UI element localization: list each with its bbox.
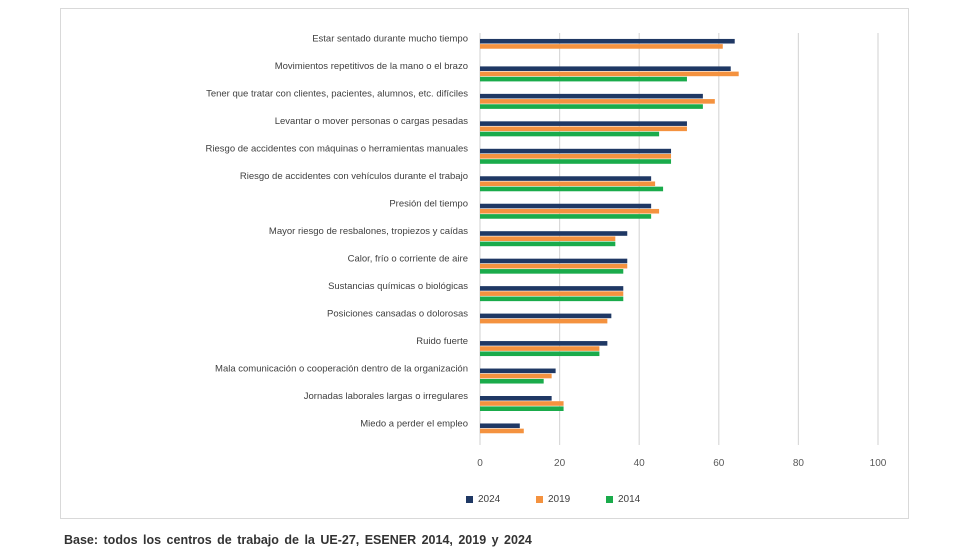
- category-label: Jornadas laborales largas o irregulares: [304, 391, 468, 402]
- bar-2019: [480, 99, 715, 104]
- bar-2014: [480, 351, 600, 357]
- bar-2019: [480, 318, 608, 324]
- bar-2014: [480, 241, 616, 247]
- category-label: Levantar o mover personas o cargas pesad…: [275, 116, 469, 127]
- x-tick-label: 20: [554, 458, 566, 469]
- category-label: Mayor riesgo de resbalones, tropiezos y …: [269, 226, 468, 237]
- bar-2014: [480, 131, 660, 137]
- bar-2019: [480, 346, 600, 351]
- bar-2024: [480, 341, 608, 346]
- legend-label: 2014: [618, 494, 641, 505]
- x-tick-label: 60: [713, 458, 725, 469]
- category-label: Estar sentado durante mucho tiempo: [312, 34, 468, 45]
- x-tick-label: 0: [477, 458, 483, 469]
- bar-2024: [480, 258, 628, 264]
- bar-2014: [480, 406, 564, 411]
- legend-swatch-2019: [536, 496, 543, 503]
- legend-swatch-2024: [466, 496, 473, 503]
- bar-2024: [480, 231, 628, 236]
- bar-2019: [480, 401, 564, 406]
- bar-2014: [480, 296, 624, 302]
- category-label: Miedo a perder el empleo: [360, 418, 468, 429]
- category-label: Movimientos repetitivos de la mano o el …: [275, 61, 468, 72]
- bar-2019: [480, 71, 739, 77]
- bar-2014: [480, 159, 672, 164]
- category-label: Presión del tiempo: [389, 199, 468, 210]
- bar-2024: [480, 368, 556, 374]
- bar-2019: [480, 236, 616, 241]
- bar-2019: [480, 44, 723, 49]
- bar-2024: [480, 176, 652, 181]
- bar-2019: [480, 291, 624, 296]
- bar-2024: [480, 286, 624, 291]
- category-label: Ruido fuerte: [416, 336, 468, 347]
- bar-2014: [480, 378, 544, 384]
- bar-2014: [480, 104, 703, 109]
- bar-2024: [480, 148, 672, 154]
- bar-2019: [480, 428, 524, 434]
- bar-2014: [480, 214, 652, 219]
- category-label: Posiciones cansadas o dolorosas: [327, 308, 468, 319]
- bar-2024: [480, 203, 652, 209]
- legend-swatch-2014: [606, 496, 613, 503]
- x-tick-label: 40: [634, 458, 646, 469]
- bar-2024: [480, 121, 687, 126]
- footnote: Base: todos los centros de trabajo de la…: [64, 533, 532, 547]
- bar-2014: [480, 186, 664, 192]
- category-label: Calor, frío o corriente de aire: [348, 253, 468, 264]
- bar-2024: [480, 93, 703, 99]
- legend-label: 2024: [478, 494, 501, 505]
- x-tick-label: 100: [870, 458, 887, 469]
- x-tick-label: 80: [793, 458, 805, 469]
- bar-2019: [480, 208, 660, 214]
- bar-2014: [480, 76, 687, 82]
- bar-2024: [480, 396, 552, 401]
- legend-label: 2019: [548, 494, 571, 505]
- bar-2019: [480, 263, 628, 269]
- bar-2019: [480, 154, 672, 159]
- category-label: Riesgo de accidentes con máquinas o herr…: [206, 144, 469, 155]
- bar-2014: [480, 269, 624, 274]
- bar-2024: [480, 313, 612, 319]
- category-label: Riesgo de accidentes con vehículos duran…: [240, 171, 468, 182]
- category-label: Mala comunicación o cooperación dentro d…: [215, 363, 468, 374]
- bar-2019: [480, 181, 656, 187]
- bar-2019: [480, 126, 687, 132]
- bar-2024: [480, 38, 735, 44]
- bar-2019: [480, 373, 552, 379]
- chart-frame: [60, 8, 909, 519]
- category-label: Sustancias químicas o biológicas: [328, 281, 468, 292]
- bar-2024: [480, 423, 520, 429]
- category-label: Tener que tratar con clientes, pacientes…: [206, 89, 468, 100]
- bar-2024: [480, 66, 731, 71]
